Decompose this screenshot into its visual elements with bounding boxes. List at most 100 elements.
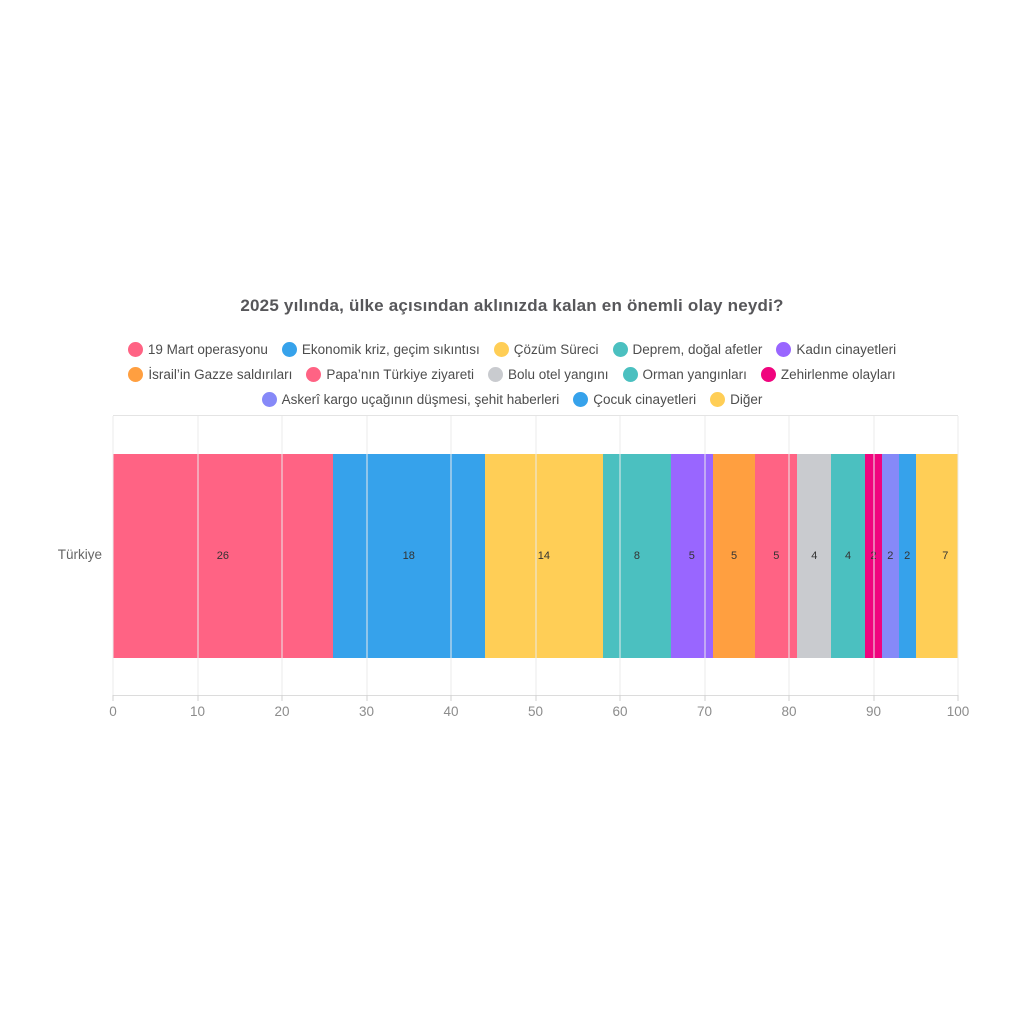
- chart-legend: 19 Mart operasyonu Ekonomik kriz, geçim s…: [72, 337, 952, 412]
- bar-segment[interactable]: 7: [915, 454, 958, 658]
- axis-tick-mark: [281, 695, 283, 701]
- bar-segment[interactable]: 18: [332, 454, 485, 658]
- bar-segment[interactable]: 5: [755, 454, 798, 658]
- legend-item-label: Çocuk cinayetleri: [593, 392, 697, 407]
- x-axis-tick-label: 60: [612, 704, 628, 719]
- legend-swatch-icon: [281, 342, 297, 357]
- legend-item-label: İsrail’in Gazze saldırıları: [148, 367, 293, 382]
- bar-segment-value: 5: [730, 550, 738, 562]
- chart-title: 2025 yılında, ülke açısından aklınızda k…: [240, 296, 784, 315]
- legend-item-label: Deprem, doğal afetler: [632, 342, 763, 357]
- x-axis-tick-label: 10: [189, 704, 206, 719]
- x-axis-tick-label: 50: [527, 704, 544, 719]
- legend-item[interactable]: Askerî kargo uçağının düşmesi, şehit hab…: [261, 392, 560, 407]
- bar-segment-value: 7: [942, 550, 949, 562]
- axis-tick-mark: [788, 695, 790, 701]
- bar-segment[interactable]: 4: [797, 454, 832, 658]
- legend-row: İsrail’in Gazze saldırıları Papa’nın Türk…: [121, 362, 902, 387]
- legend-item[interactable]: Bolu otel yangını: [487, 367, 609, 382]
- axis-tick-mark: [957, 695, 959, 701]
- legend-item[interactable]: Deprem, doğal afetler: [612, 342, 763, 357]
- legend-item[interactable]: Kadın cinayetleri: [776, 342, 896, 357]
- bar-segment[interactable]: 14: [484, 454, 604, 658]
- legend-swatch-icon: [487, 367, 503, 382]
- bar-segment[interactable]: 2: [881, 454, 899, 658]
- legend-item-label: Çözüm Süreci: [513, 342, 599, 357]
- axis-tick-mark: [535, 695, 536, 701]
- bar-segment-value: 14: [537, 550, 551, 562]
- bar-segment[interactable]: 5: [670, 454, 713, 658]
- axis-tick-mark: [112, 695, 114, 701]
- legend-swatch-icon: [710, 392, 726, 407]
- axis-tick-mark: [197, 695, 198, 701]
- bar-segment-value: 2: [904, 550, 911, 562]
- legend-item-label: Orman yangınları: [642, 367, 747, 382]
- legend-row: Askerî kargo uçağının düşmesi, şehit hab…: [255, 387, 770, 412]
- legend-swatch-icon: [127, 342, 143, 357]
- legend-item[interactable]: 19 Mart operasyonu: [127, 342, 268, 357]
- legend-swatch-icon: [776, 342, 792, 357]
- legend-item-label: Ekonomik kriz, geçim sıkıntısı: [301, 342, 480, 357]
- y-axis-label: Türkiye: [57, 547, 102, 562]
- x-axis-tick-label: 90: [865, 704, 882, 719]
- gridline: [197, 416, 198, 695]
- legend-item-label: Kadın cinayetleri: [796, 342, 897, 357]
- bar-segment-value: 8: [633, 550, 640, 562]
- x-axis-tick-label: 100: [946, 704, 970, 719]
- legend-item-label: 19 Mart operasyonu: [147, 342, 268, 357]
- gridline: [704, 416, 705, 695]
- axis-tick-mark: [450, 695, 452, 701]
- x-axis-tick-label: 70: [696, 704, 713, 719]
- legend-item-label: Papa’nın Türkiye ziyareti: [326, 367, 474, 382]
- bar-segment[interactable]: 5: [712, 454, 756, 658]
- legend-item[interactable]: İsrail’in Gazze saldırıları: [128, 367, 292, 382]
- legend-swatch-icon: [760, 367, 776, 382]
- legend-swatch-icon: [573, 392, 589, 407]
- bar-segment[interactable]: 4: [831, 454, 866, 658]
- legend-swatch-icon: [128, 367, 144, 382]
- gridline: [112, 416, 114, 695]
- bar-segment-value: 5: [688, 550, 695, 562]
- legend-item[interactable]: Çözüm Süreci: [493, 342, 599, 357]
- legend-item[interactable]: Çocuk cinayetleri: [573, 392, 696, 407]
- legend-item[interactable]: Orman yangınları: [622, 367, 747, 382]
- legend-item-label: Askerî kargo uçağının düşmesi, şehit hab…: [281, 392, 560, 407]
- gridline: [619, 416, 621, 695]
- x-axis: 0 10 20 30 40 50 60 70 80 90 100: [109, 695, 969, 735]
- gridline: [873, 416, 874, 695]
- bar-segment[interactable]: 2: [898, 454, 916, 658]
- gridline: [957, 416, 959, 695]
- legend-swatch-icon: [493, 342, 509, 357]
- bar-segment-value: 4: [811, 550, 818, 562]
- x-axis-tick-label: 0: [109, 704, 117, 719]
- axis-tick-mark: [704, 695, 705, 701]
- bar-segment-value: 5: [773, 550, 780, 562]
- gridline: [366, 416, 367, 695]
- axis-tick-mark: [366, 695, 367, 701]
- bar-segment-value: 2: [887, 550, 894, 562]
- legend-item[interactable]: Ekonomik kriz, geçim sıkıntısı: [281, 342, 480, 357]
- gridline: [788, 416, 790, 695]
- bar-segment[interactable]: 8: [603, 454, 671, 658]
- legend-item[interactable]: Papa’nın Türkiye ziyareti: [306, 367, 474, 382]
- gridline: [450, 416, 452, 695]
- legend-item[interactable]: Zehirlenme olayları: [760, 367, 896, 382]
- x-axis-tick-label: 30: [358, 704, 375, 719]
- legend-swatch-icon: [261, 392, 277, 407]
- legend-item-label: Bolu otel yangını: [507, 367, 609, 382]
- axis-tick-mark: [873, 695, 874, 701]
- bar-segment[interactable]: 26: [113, 454, 333, 658]
- legend-item-label: Zehirlenme olayları: [780, 367, 896, 382]
- bar-segment-value: 26: [216, 550, 229, 562]
- x-axis-tick-label: 80: [781, 704, 797, 719]
- gridline: [281, 416, 283, 695]
- legend-swatch-icon: [612, 342, 628, 357]
- gridline: [535, 416, 536, 695]
- legend-item-label: Diğer: [730, 392, 763, 407]
- x-axis-tick-label: 40: [443, 704, 459, 719]
- x-axis-tick-label: 20: [274, 704, 290, 719]
- bar-segment-value: 18: [402, 550, 415, 562]
- plot-area: 2618148555442227: [112, 415, 959, 696]
- legend-item[interactable]: Diğer: [710, 392, 762, 407]
